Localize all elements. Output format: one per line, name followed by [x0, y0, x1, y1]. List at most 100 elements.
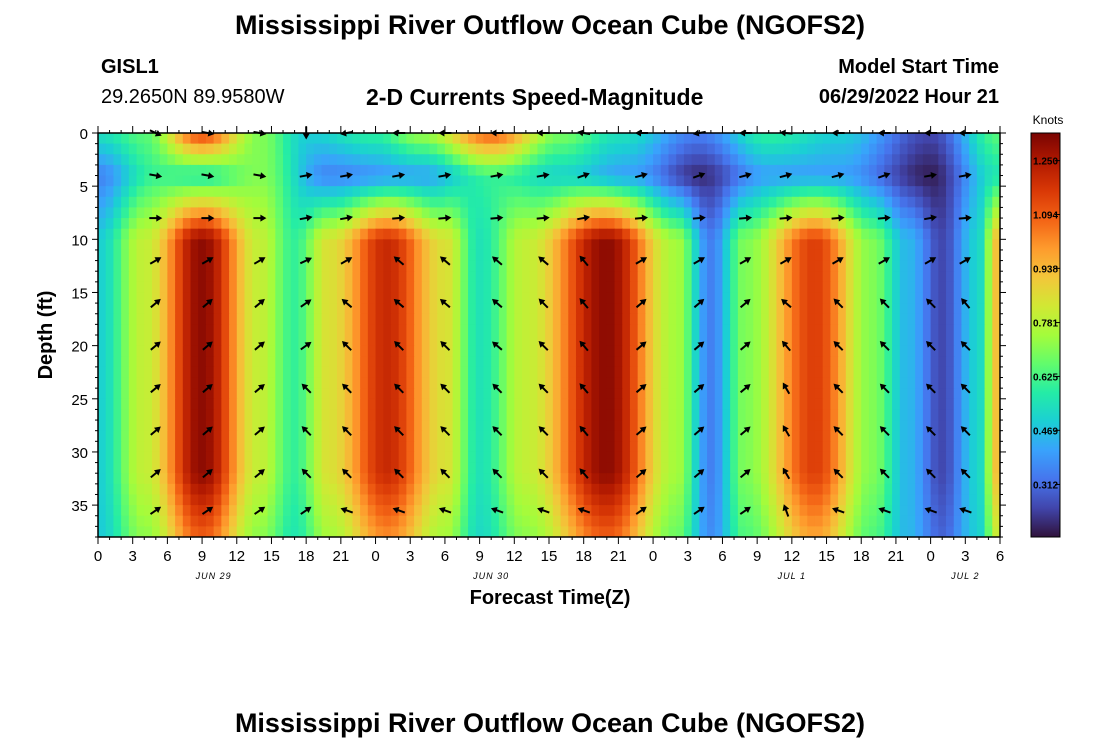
heatmap-cell: [244, 249, 253, 262]
heatmap-cell: [290, 175, 300, 187]
heatmap-cell: [614, 207, 623, 219]
chart-title: Mississippi River Outflow Ocean Cube (NG…: [234, 10, 866, 40]
heatmap-cell: [583, 175, 592, 187]
heatmap-cell: [953, 420, 963, 432]
heatmap-cell: [984, 345, 993, 357]
heatmap-cell: [506, 377, 515, 389]
heatmap-cell: [167, 420, 176, 432]
heatmap-cell: [606, 281, 616, 294]
heatmap-cell: [714, 494, 724, 506]
heatmap-cell: [128, 441, 138, 453]
heatmap-cell: [468, 462, 477, 474]
heatmap-cell: [768, 409, 778, 421]
heatmap-cell: [236, 483, 246, 496]
heatmap-cell: [352, 451, 361, 464]
heatmap-cell: [591, 483, 600, 496]
heatmap-cell: [529, 483, 539, 496]
heatmap-cell: [421, 398, 431, 411]
heatmap-cell: [868, 324, 878, 336]
heatmap-cell: [838, 345, 847, 357]
heatmap-cell: [552, 260, 562, 272]
heatmap-cell: [414, 164, 423, 177]
heatmap-cell: [876, 420, 885, 432]
heatmap-cell: [306, 473, 315, 485]
heatmap-cell: [622, 335, 631, 347]
heatmap-cell: [275, 377, 284, 389]
heatmap-cell: [984, 388, 993, 400]
heatmap-cell: [205, 377, 215, 389]
heatmap-cell: [136, 473, 145, 485]
heatmap-cell: [375, 409, 384, 421]
heatmap-cell: [730, 430, 739, 442]
heatmap-cell: [707, 388, 716, 400]
heatmap-cell: [953, 133, 963, 145]
heatmap-cell: [529, 441, 539, 453]
heatmap-cell: [560, 313, 569, 325]
heatmap-cell: [676, 228, 685, 240]
heatmap-cell: [414, 249, 423, 262]
heatmap-cell: [344, 164, 354, 177]
heatmap-cell: [182, 335, 192, 347]
heatmap-cell: [275, 207, 284, 219]
heatmap-cell: [707, 303, 716, 315]
heatmap-cell: [606, 388, 616, 400]
heatmap-cell: [529, 292, 539, 304]
current-arrow: [201, 506, 214, 515]
heatmap-cell: [468, 335, 477, 347]
heatmap-cell: [136, 154, 145, 166]
heatmap-cell: [244, 451, 253, 464]
heatmap-cell: [606, 515, 616, 527]
heatmap-cell: [460, 249, 469, 262]
heatmap-cell: [460, 409, 469, 421]
heatmap-cell: [98, 249, 107, 262]
heatmap-cell: [444, 526, 454, 537]
heatmap-cell: [159, 271, 168, 283]
heatmap-cell: [522, 186, 531, 198]
heatmap-cell: [953, 186, 963, 198]
heatmap-cell: [283, 409, 292, 421]
heatmap-cell: [861, 515, 870, 527]
heatmap-cell: [167, 292, 176, 304]
heatmap-cell: [321, 239, 330, 251]
current-arrow: [739, 384, 751, 394]
heatmap-cell: [383, 249, 392, 262]
heatmap-cell: [622, 313, 631, 325]
heatmap-cell: [753, 164, 762, 177]
heatmap-cell: [375, 271, 384, 283]
heatmap-cell: [105, 292, 115, 304]
heatmap-cell: [537, 420, 546, 432]
heatmap-cell: [190, 451, 199, 464]
heatmap-cell: [414, 228, 423, 240]
heatmap-cell: [845, 249, 855, 262]
heatmap-cell: [552, 356, 562, 368]
heatmap-cell: [599, 494, 608, 506]
heatmap-cell: [383, 207, 392, 219]
heatmap-cell: [182, 430, 192, 442]
heatmap-cell: [144, 292, 153, 304]
heatmap-cell: [336, 260, 346, 272]
heatmap-cell: [892, 451, 901, 464]
heatmap-cell: [537, 515, 546, 527]
heatmap-cell: [645, 345, 654, 357]
heatmap-cell: [707, 345, 716, 357]
heatmap-cell: [922, 441, 932, 453]
current-arrow: [440, 468, 451, 479]
heatmap-cell: [714, 164, 724, 177]
heatmap-cell: [884, 345, 893, 357]
heatmap-cell: [475, 196, 485, 209]
heatmap-cell: [414, 420, 423, 432]
heatmap-cell: [105, 366, 115, 379]
heatmap-cell: [737, 207, 747, 219]
heatmap-cell: [645, 451, 654, 464]
heatmap-cell: [198, 366, 207, 379]
heatmap-cell: [568, 335, 577, 347]
heatmap-cell: [545, 271, 554, 283]
heatmap-cell: [606, 260, 616, 272]
heatmap-cell: [290, 207, 300, 219]
heatmap-cell: [707, 218, 716, 230]
heatmap-cell: [599, 143, 608, 155]
current-arrow: [253, 172, 267, 180]
heatmap-cell: [899, 196, 909, 209]
heatmap-cell: [259, 154, 269, 166]
heatmap-cell: [691, 154, 700, 166]
